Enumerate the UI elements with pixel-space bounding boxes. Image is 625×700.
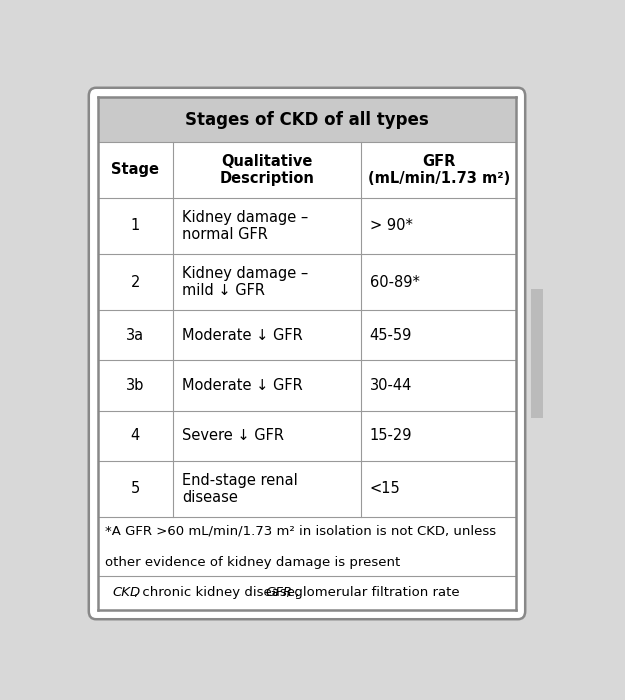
Polygon shape — [98, 97, 516, 141]
Text: 45-59: 45-59 — [370, 328, 412, 343]
Text: 30-44: 30-44 — [370, 378, 412, 393]
Text: > 90*: > 90* — [370, 218, 413, 233]
FancyBboxPatch shape — [89, 88, 525, 620]
Text: other evidence of kidney damage is present: other evidence of kidney damage is prese… — [105, 556, 400, 569]
Text: , chronic kidney disease;: , chronic kidney disease; — [134, 587, 304, 599]
Text: GFR
(mL/min/1.73 m²): GFR (mL/min/1.73 m²) — [368, 153, 510, 186]
Text: Kidney damage –
mild ↓ GFR: Kidney damage – mild ↓ GFR — [182, 266, 308, 298]
Text: Stages of CKD of all types: Stages of CKD of all types — [185, 111, 429, 129]
Text: 2: 2 — [131, 274, 140, 290]
Text: <15: <15 — [370, 482, 401, 496]
Polygon shape — [531, 289, 543, 418]
Text: Kidney damage –
normal GFR: Kidney damage – normal GFR — [182, 210, 308, 242]
Text: Moderate ↓ GFR: Moderate ↓ GFR — [182, 378, 302, 393]
Text: Qualitative
Description: Qualitative Description — [219, 153, 314, 186]
Text: 1: 1 — [131, 218, 140, 233]
Text: 4: 4 — [131, 428, 140, 443]
Text: End-stage renal
disease: End-stage renal disease — [182, 473, 298, 505]
Text: 15-29: 15-29 — [370, 428, 413, 443]
Text: 3a: 3a — [126, 328, 144, 343]
Text: GFR: GFR — [266, 587, 292, 599]
Text: 3b: 3b — [126, 378, 144, 393]
Text: Stage: Stage — [111, 162, 159, 177]
Text: , glomerular filtration rate: , glomerular filtration rate — [286, 587, 460, 599]
Text: CKD: CKD — [112, 587, 140, 599]
Text: Severe ↓ GFR: Severe ↓ GFR — [182, 428, 284, 443]
Text: *A GFR >60 mL/min/1.73 m² in isolation is not CKD, unless: *A GFR >60 mL/min/1.73 m² in isolation i… — [105, 524, 496, 537]
Text: 5: 5 — [131, 482, 140, 496]
Text: Moderate ↓ GFR: Moderate ↓ GFR — [182, 328, 302, 343]
Text: 60-89*: 60-89* — [370, 274, 419, 290]
